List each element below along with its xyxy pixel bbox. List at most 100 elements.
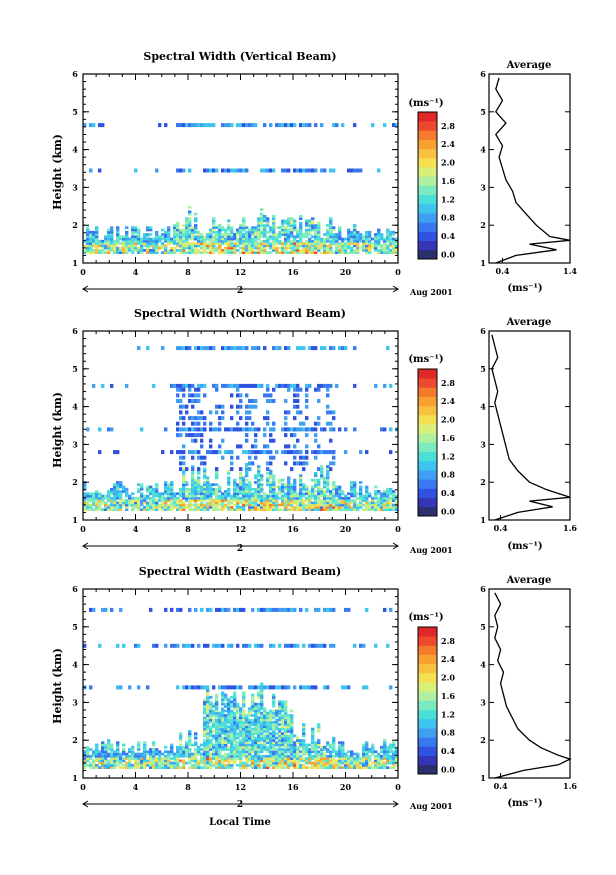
heatmap-cell <box>236 168 240 173</box>
heatmap-cell <box>83 754 87 758</box>
heatmap-cell <box>239 720 243 724</box>
heatmap-cell <box>164 759 168 763</box>
heatmap-cell <box>293 235 297 239</box>
heatmap-cell <box>230 736 234 740</box>
heatmap-cell <box>296 251 300 254</box>
heatmap-cell <box>227 506 231 509</box>
heatmap-cell <box>146 490 150 493</box>
heatmap-cell <box>89 685 93 690</box>
heatmap-cell <box>260 764 264 767</box>
heatmap-cell <box>218 416 222 421</box>
heatmap-cell <box>86 754 90 758</box>
heatmap-cell <box>104 494 108 498</box>
heatmap-cell <box>359 494 363 498</box>
heatmap-cell <box>116 741 120 744</box>
heatmap-cell <box>239 427 243 432</box>
heatmap-cell <box>233 723 237 726</box>
heatmap-cell <box>245 383 249 388</box>
heatmap-cell <box>224 739 228 742</box>
heatmap-cell <box>224 696 228 699</box>
heatmap-cell <box>227 244 231 248</box>
heatmap-cell <box>311 727 315 731</box>
heatmap-cell <box>167 237 171 241</box>
heatmap-cell <box>275 741 279 744</box>
heatmap-cell <box>323 490 327 493</box>
heatmap-cell <box>341 490 345 493</box>
heatmap-cell <box>245 743 249 747</box>
heatmap-cell <box>383 607 387 612</box>
heatmap-cell <box>155 643 159 648</box>
heatmap-cell <box>311 224 315 227</box>
heatmap-cell <box>212 730 216 733</box>
heatmap-cell <box>197 490 201 493</box>
heatmap-cell <box>215 723 219 726</box>
heatmap-cell <box>347 499 351 502</box>
heatmap-cell <box>221 702 225 706</box>
heatmap-cell <box>188 450 192 455</box>
heatmap-cell <box>281 607 285 612</box>
heatmap-cell <box>170 643 174 648</box>
heatmap-cell <box>221 607 225 612</box>
heatmap-cell <box>341 757 345 760</box>
heatmap-cell <box>374 490 378 493</box>
heatmap-cell <box>257 233 261 236</box>
heatmap-cell <box>257 757 261 760</box>
heatmap-cell <box>212 228 216 232</box>
heatmap-cell <box>302 487 306 491</box>
heatmap-cell <box>296 346 300 351</box>
heatmap-cell <box>311 503 315 507</box>
heatmap-cell <box>272 685 276 690</box>
heatmap-cell <box>152 239 156 243</box>
heatmap-cell <box>341 249 345 252</box>
heatmap-cell <box>206 450 210 455</box>
heatmap-cell <box>215 168 219 173</box>
heatmap-cell <box>278 761 282 765</box>
heatmap-cell <box>164 503 168 507</box>
heatmap-cell <box>236 506 240 509</box>
heatmap-cell <box>305 239 309 243</box>
heatmap-cell <box>158 496 162 500</box>
heatmap-cell <box>191 235 195 239</box>
heatmap-cell <box>251 404 255 409</box>
heatmap-cell <box>263 244 267 248</box>
heatmap-cell <box>251 506 255 509</box>
heatmap-cell <box>272 496 276 500</box>
heatmap-cell <box>320 761 324 765</box>
heatmap-cell <box>263 492 267 496</box>
heatmap-cell <box>200 433 204 438</box>
heatmap-cell <box>260 244 264 248</box>
heatmap-cell <box>221 716 225 720</box>
heatmap-cell <box>89 233 93 236</box>
heatmap-cell <box>218 607 222 612</box>
heatmap-cell <box>329 766 333 769</box>
heatmap-cell <box>314 242 318 245</box>
heatmap-cell <box>194 249 198 252</box>
heatmap-cell <box>278 246 282 250</box>
heatmap-cell <box>383 766 387 769</box>
heatmap-cell <box>299 685 303 690</box>
heatmap-cell <box>344 494 348 498</box>
heatmap-cell <box>362 757 366 760</box>
heatmap-cell <box>308 750 312 754</box>
x-tick-label: 12 <box>235 782 246 792</box>
heatmap-cell <box>311 743 315 747</box>
heatmap-cell <box>290 383 294 388</box>
heatmap-cell <box>317 221 321 225</box>
heatmap-cell <box>341 501 345 505</box>
heatmap-cell <box>191 246 195 250</box>
heatmap-cell <box>248 714 252 717</box>
heatmap-cell <box>194 754 198 758</box>
heatmap-cell <box>233 757 237 760</box>
colorbar-swatch <box>418 728 437 738</box>
heatmap-cell <box>389 233 393 236</box>
heatmap-cell <box>254 494 258 498</box>
heatmap-cell <box>362 494 366 498</box>
heatmap-cell <box>185 224 189 227</box>
heatmap-cell <box>314 494 318 498</box>
colorbar-swatch <box>418 249 437 260</box>
heatmap-cell <box>263 246 267 250</box>
heatmap-cell <box>395 506 399 509</box>
heatmap-cell <box>365 237 369 241</box>
heatmap-cell <box>260 714 264 717</box>
heatmap-cell <box>272 732 276 735</box>
